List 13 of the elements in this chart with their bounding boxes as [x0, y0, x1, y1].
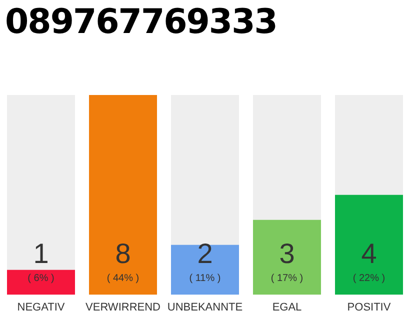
data-label: 3 ( 17% ) [270, 238, 304, 284]
x-tick-label: EGAL [272, 301, 302, 314]
x-tick-label: POSITIV [347, 301, 392, 314]
data-label: 1 ( 6% ) [28, 238, 54, 284]
chart-title: 089767769333 [5, 2, 277, 42]
data-label: 8 ( 44% ) [106, 238, 140, 284]
bar [7, 270, 75, 295]
data-label: 2 ( 11% ) [189, 238, 221, 284]
x-tick-label: VERWIRREND [86, 301, 161, 314]
x-tick-label: NEGATIV [17, 301, 66, 314]
data-label: 4 ( 22% ) [352, 238, 386, 284]
x-tick-label: UNBEKANNTE [167, 301, 243, 314]
bar [89, 95, 157, 295]
